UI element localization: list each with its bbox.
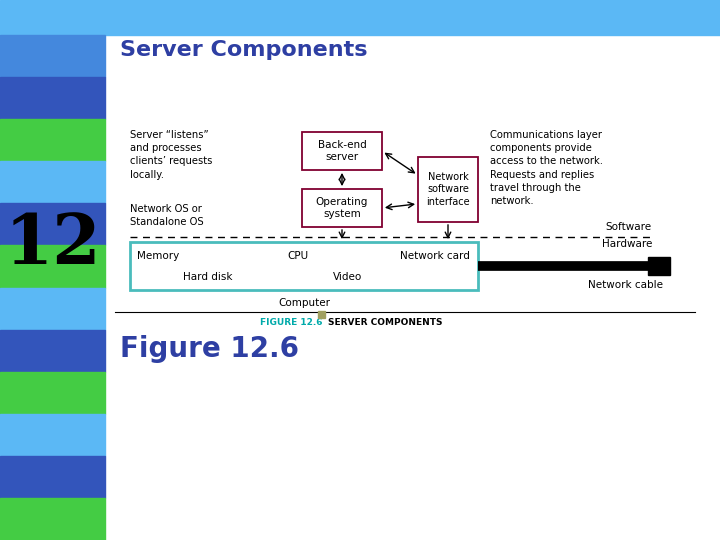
FancyBboxPatch shape	[302, 189, 382, 227]
Text: Computer: Computer	[278, 298, 330, 308]
Bar	[0, 0, 720, 35]
Bar	[0, 329, 105, 372]
Bar	[0, 456, 105, 498]
Text: 12: 12	[4, 212, 101, 279]
Bar	[0, 245, 105, 287]
Bar	[0, 287, 105, 329]
FancyBboxPatch shape	[130, 242, 478, 290]
Bar	[0, 498, 105, 540]
Bar	[0, 35, 105, 77]
Text: Network OS or
Standalone OS: Network OS or Standalone OS	[130, 204, 204, 227]
Text: SERVER COMPONENTS: SERVER COMPONENTS	[328, 318, 443, 327]
Text: Network
software
interface: Network software interface	[426, 172, 470, 207]
Text: Server Components: Server Components	[120, 40, 367, 60]
Text: Video: Video	[333, 272, 363, 281]
Bar	[648, 257, 670, 275]
Text: FIGURE 12.6: FIGURE 12.6	[260, 318, 323, 327]
Text: Network card: Network card	[400, 252, 470, 261]
Text: Network cable: Network cable	[588, 280, 663, 290]
Bar	[318, 311, 325, 318]
Text: CPU: CPU	[287, 252, 309, 261]
Bar	[105, 35, 720, 540]
FancyBboxPatch shape	[418, 157, 478, 222]
Text: Operating
system: Operating system	[316, 197, 368, 219]
Bar	[0, 161, 105, 204]
Text: Figure 12.6: Figure 12.6	[120, 335, 299, 363]
Text: Server “listens”
and processes
clients’ requests
locally.: Server “listens” and processes clients’ …	[130, 130, 212, 180]
Bar	[0, 372, 105, 414]
Text: Software: Software	[606, 222, 652, 232]
Text: Hard disk: Hard disk	[184, 272, 233, 281]
Bar	[0, 119, 105, 161]
Bar	[0, 77, 105, 119]
Text: Communications layer
components provide
access to the network.
Requests and repl: Communications layer components provide …	[490, 130, 603, 206]
FancyBboxPatch shape	[302, 132, 382, 170]
Text: Back-end
server: Back-end server	[318, 140, 366, 162]
Text: Memory: Memory	[137, 252, 179, 261]
Bar	[0, 204, 105, 245]
Text: Hardware: Hardware	[602, 239, 652, 249]
Bar	[0, 414, 105, 456]
